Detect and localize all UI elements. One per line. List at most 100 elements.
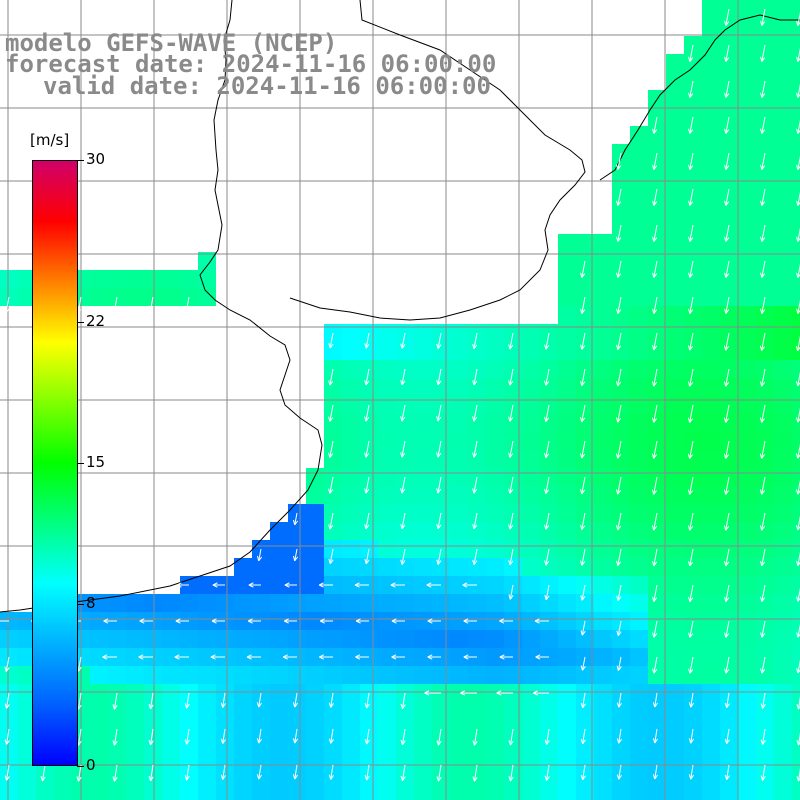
wind-speed-cell [666, 396, 684, 414]
wind-speed-cell [594, 612, 612, 630]
wind-speed-cell [792, 540, 800, 558]
wind-speed-cell [684, 414, 702, 432]
wind-speed-cell [18, 684, 36, 702]
wind-speed-cell [414, 738, 432, 756]
wind-arrow [112, 728, 118, 746]
wind-speed-cell [774, 18, 792, 36]
wind-speed-cell [702, 360, 720, 378]
wind-arrow [364, 332, 370, 349]
wind-speed-cell [774, 378, 792, 396]
wind-speed-cell [306, 630, 324, 648]
wind-arrow [760, 80, 766, 98]
wind-arrow [724, 620, 730, 638]
wind-arrow [724, 728, 730, 745]
wind-speed-cell [702, 144, 720, 162]
wind-speed-cell [738, 180, 756, 198]
wind-speed-cell [270, 648, 288, 666]
wind-speed-cell [666, 738, 684, 756]
wind-speed-cell [450, 522, 468, 540]
wind-speed-cell [504, 738, 522, 756]
wind-speed-cell [450, 774, 468, 792]
wind-speed-cell [720, 90, 738, 108]
wind-speed-cell [522, 720, 540, 738]
wind-speed-cell [288, 738, 306, 756]
wind-speed-cell [540, 774, 558, 792]
wind-speed-cell [792, 360, 800, 378]
wind-speed-cell [0, 738, 18, 756]
wind-speed-cell [180, 792, 198, 800]
wind-arrow [175, 618, 189, 624]
wind-speed-cell [162, 774, 180, 792]
wind-speed-cell [792, 468, 800, 486]
wind-arrow [391, 654, 405, 660]
wind-speed-cell [486, 738, 504, 756]
wind-speed-cell [342, 666, 360, 684]
wind-speed-cell [378, 666, 396, 684]
wind-speed-cell [774, 522, 792, 540]
wind-speed-cell [666, 162, 684, 180]
wind-arrow [463, 618, 477, 624]
wind-speed-cell [144, 702, 162, 720]
wind-speed-cell [342, 684, 360, 702]
wind-speed-cell [630, 414, 648, 432]
wind-arrow [580, 728, 586, 745]
wind-speed-cell [792, 594, 800, 612]
wind-speed-cell [342, 630, 360, 648]
coastline-segment [599, 14, 800, 181]
wind-speed-cell [738, 216, 756, 234]
wind-speed-cell [756, 450, 774, 468]
wind-speed-cell [378, 792, 396, 800]
wind-speed-cell [594, 288, 612, 306]
wind-speed-cell [378, 630, 396, 648]
wind-speed-cell [234, 702, 252, 720]
wind-speed-cell [720, 126, 738, 144]
wind-speed-cell [648, 630, 666, 648]
wind-speed-cell [720, 558, 738, 576]
wind-arrow [138, 654, 153, 660]
wind-speed-cell [198, 576, 216, 594]
wind-speed-cell [450, 324, 468, 342]
wind-arrow [580, 512, 586, 531]
wind-speed-cell [558, 522, 576, 540]
wind-arrow [103, 618, 117, 624]
wind-arrow [616, 584, 622, 602]
wind-arrow [292, 728, 299, 744]
wind-arrow [724, 188, 730, 206]
wind-speed-cell [684, 558, 702, 576]
wind-speed-cell [162, 648, 180, 666]
wind-speed-cell [306, 684, 324, 702]
wind-arrow [544, 368, 550, 386]
wind-speed-cell [432, 486, 450, 504]
wind-speed-cell [774, 468, 792, 486]
wind-speed-cell [90, 270, 108, 288]
wind-speed-cell [720, 702, 738, 720]
wind-speed-cell [702, 126, 720, 144]
wind-arrow [427, 618, 441, 624]
wind-arrow [652, 584, 658, 602]
wind-speed-cell [558, 486, 576, 504]
wind-speed-cell [774, 126, 792, 144]
wind-speed-cell [0, 270, 18, 288]
wind-arrow [174, 654, 189, 660]
wind-speed-cell [540, 486, 558, 504]
wind-speed-cell [216, 702, 234, 720]
wind-speed-cell [324, 414, 342, 432]
wind-speed-cell [342, 432, 360, 450]
wind-speed-cell [576, 666, 594, 684]
wind-arrow [688, 80, 694, 98]
wind-speed-cell [774, 432, 792, 450]
wind-speed-cell [126, 702, 144, 720]
wind-speed-cell [738, 468, 756, 486]
wind-speed-cell [414, 378, 432, 396]
wind-arrow [688, 260, 694, 278]
wind-speed-cell [342, 540, 360, 558]
wind-speed-cell [792, 450, 800, 468]
wind-speed-cell [576, 306, 594, 324]
wind-speed-cell [342, 324, 360, 342]
wind-speed-cell [702, 306, 720, 324]
wind-speed-cell [738, 144, 756, 162]
wind-speed-cell [774, 90, 792, 108]
wind-speed-cell [666, 198, 684, 216]
wind-speed-cell [558, 684, 576, 702]
wind-arrow [796, 155, 800, 170]
